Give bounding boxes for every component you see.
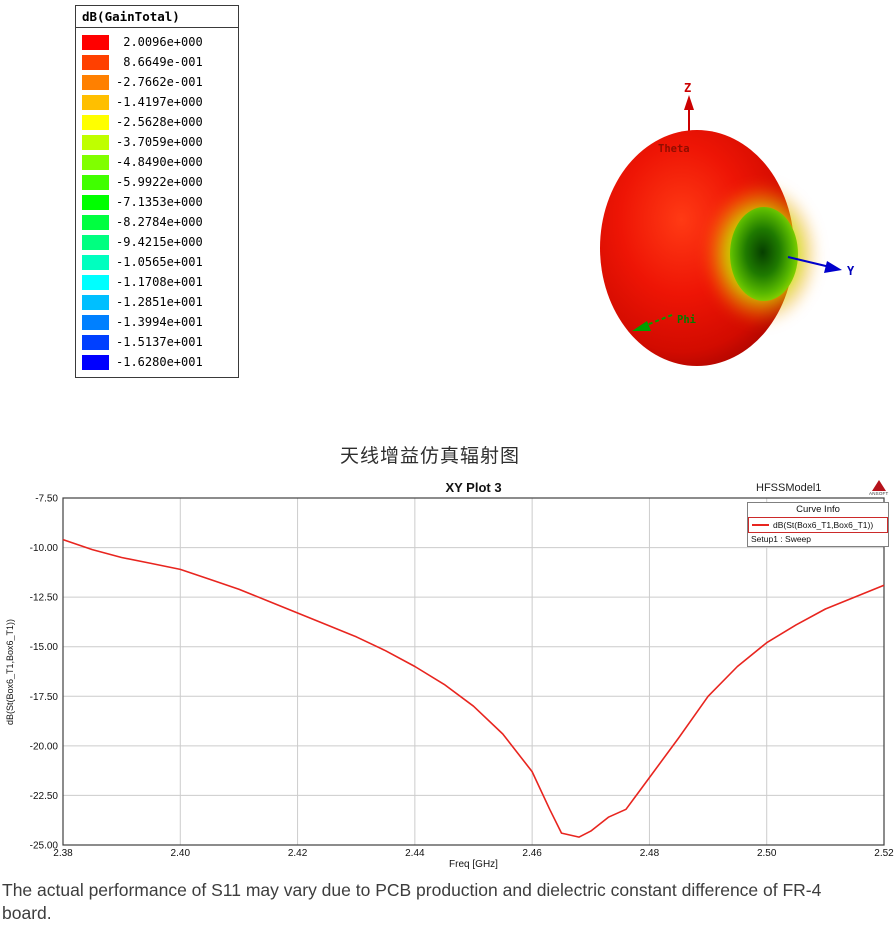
colorbar-swatch	[82, 354, 109, 370]
colorbar-value: -8.2784e+000	[116, 215, 203, 229]
colorbar-entry: -9.4215e+000	[82, 232, 232, 252]
x-tick-label: 2.44	[405, 848, 425, 859]
colorbar-value: -1.4197e+000	[116, 95, 203, 109]
z-axis-label: Z	[684, 81, 691, 95]
colorbar-swatch	[82, 134, 109, 150]
colorbar-entry: -2.7662e-001	[82, 72, 232, 92]
colorbar-entry: -1.4197e+000	[82, 92, 232, 112]
phi-arrow	[632, 314, 673, 331]
colorbar-value: -7.1353e+000	[116, 195, 203, 209]
pattern-null-hole	[730, 207, 798, 301]
theta-label: Theta	[658, 143, 690, 155]
plot-canvas: 2.38 2.40 2.42 2.44 2.46 2.48 2.50 2.52 -7.50 -10…	[30, 494, 895, 860]
section-title: 天线增益仿真辐射图	[339, 446, 520, 467]
colorbar-entry: -4.8490e+000	[82, 152, 232, 172]
colorbar-entry: -1.6280e+001	[82, 352, 232, 372]
colorbar-value: -5.9922e+000	[116, 175, 203, 189]
colorbar-value: 8.6649e-001	[116, 55, 203, 69]
colorbar-swatch	[82, 314, 109, 330]
colorbar-entry: -2.5628e+000	[82, 112, 232, 132]
colorbar-entry: -1.5137e+001	[82, 332, 232, 352]
gain-colorbar: dB(GainTotal) 2.0096e+000 8.6649e-001 -2.…	[75, 5, 239, 378]
x-tick-label: 2.50	[757, 848, 777, 859]
colorbar-value: -2.5628e+000	[116, 115, 203, 129]
colorbar-value: -4.8490e+000	[116, 155, 203, 169]
s11-curve	[62, 538, 885, 838]
colorbar-swatch	[82, 334, 109, 350]
colorbar-entry: -1.3994e+001	[82, 312, 232, 332]
colorbar-entries: 2.0096e+000 8.6649e-001 -2.7662e-001 -1.41…	[76, 28, 238, 372]
colorbar-swatch	[82, 194, 109, 210]
colorbar-entry: -1.2851e+001	[82, 292, 232, 312]
x-tick-label: 2.38	[53, 848, 73, 859]
colorbar-swatch	[82, 234, 109, 250]
colorbar-entry: -7.1353e+000	[82, 192, 232, 212]
colorbar-entry: -3.7059e+000	[82, 132, 232, 152]
plot-frame	[62, 497, 885, 846]
radiation-pattern-3d: Z Theta Y Phi	[600, 81, 855, 366]
colorbar-swatch	[82, 154, 109, 170]
y-tick-label: -15.00	[30, 642, 59, 653]
y-tick-label: -7.50	[35, 494, 58, 505]
colorbar-value: -3.7059e+000	[116, 135, 203, 149]
y-tick-label: -22.50	[30, 791, 59, 802]
y-tick-label: -10.00	[30, 543, 59, 554]
x-tick-label: 2.52	[874, 848, 894, 859]
colorbar-entry: -1.0565e+001	[82, 252, 232, 272]
curve-info-legend: Curve Info dB(St(Box6_T1,Box6_T1)) Setup…	[747, 502, 889, 547]
y-tick-label: -25.00	[30, 841, 59, 852]
x-tick-label: 2.46	[522, 848, 542, 859]
colorbar-entry: -1.1708e+001	[82, 272, 232, 292]
colorbar-swatch	[82, 54, 109, 70]
x-axis-title: Freq [GHz]	[449, 859, 498, 870]
colorbar-value: -1.3994e+001	[116, 315, 203, 329]
colorbar-swatch	[82, 274, 109, 290]
colorbar-swatch	[82, 254, 109, 270]
ansoft-triangle-icon	[871, 480, 886, 491]
colorbar-entry: -5.9922e+000	[82, 172, 232, 192]
y-axis-title: dB(St(Box6_T1,Box6_T1))	[5, 618, 15, 725]
y-axis-arrow	[787, 256, 842, 273]
colorbar-swatch	[82, 114, 109, 130]
plot-title: XY Plot 3	[445, 480, 502, 495]
colorbar-value: -1.0565e+001	[116, 255, 203, 269]
ansoft-logo: ANSOFT	[869, 480, 888, 496]
curve-line-sample-icon	[752, 524, 769, 526]
colorbar-value: -2.7662e-001	[116, 75, 203, 89]
ansoft-logo-text: ANSOFT	[869, 491, 889, 496]
colorbar-entry: 8.6649e-001	[82, 52, 232, 72]
colorbar-title: dB(GainTotal)	[76, 6, 238, 28]
legend-header: Curve Info	[796, 504, 840, 515]
colorbar-value: -9.4215e+000	[116, 235, 203, 249]
colorbar-swatch	[82, 294, 109, 310]
colorbar-value: 2.0096e+000	[116, 35, 203, 49]
y-tick-label: -12.50	[30, 593, 59, 604]
colorbar-value: -1.2851e+001	[116, 295, 203, 309]
legend-series-label: dB(St(Box6_T1,Box6_T1))	[773, 520, 874, 530]
x-tick-label: 2.42	[288, 848, 308, 859]
colorbar-value: -1.5137e+001	[116, 335, 203, 349]
x-tick-label: 2.40	[171, 848, 191, 859]
colorbar-swatch	[82, 174, 109, 190]
colorbar-entry: 2.0096e+000	[82, 32, 232, 52]
xy-plot: 2.38 2.40 2.42 2.44 2.46 2.48 2.50 2.52 -7.50 -10…	[0, 480, 896, 880]
y-tick-label: -20.00	[30, 741, 59, 752]
colorbar-value: -1.1708e+001	[116, 275, 203, 289]
footer-note: The actual performance of S11 may vary d…	[2, 880, 822, 924]
y-tick-label: -17.50	[30, 692, 59, 703]
colorbar-swatch	[82, 214, 109, 230]
model-label: HFSSModel1	[756, 482, 822, 494]
colorbar-entry: -8.2784e+000	[82, 212, 232, 232]
legend-setup-label: Setup1 : Sweep	[751, 534, 812, 544]
legend-entry: dB(St(Box6_T1,Box6_T1))	[748, 517, 888, 533]
colorbar-swatch	[82, 34, 109, 50]
y-axis-label: Y	[847, 264, 855, 278]
colorbar-swatch	[82, 74, 109, 90]
x-tick-label: 2.48	[640, 848, 660, 859]
colorbar-value: -1.6280e+001	[116, 355, 203, 369]
colorbar-swatch	[82, 94, 109, 110]
phi-label: Phi	[677, 314, 696, 326]
